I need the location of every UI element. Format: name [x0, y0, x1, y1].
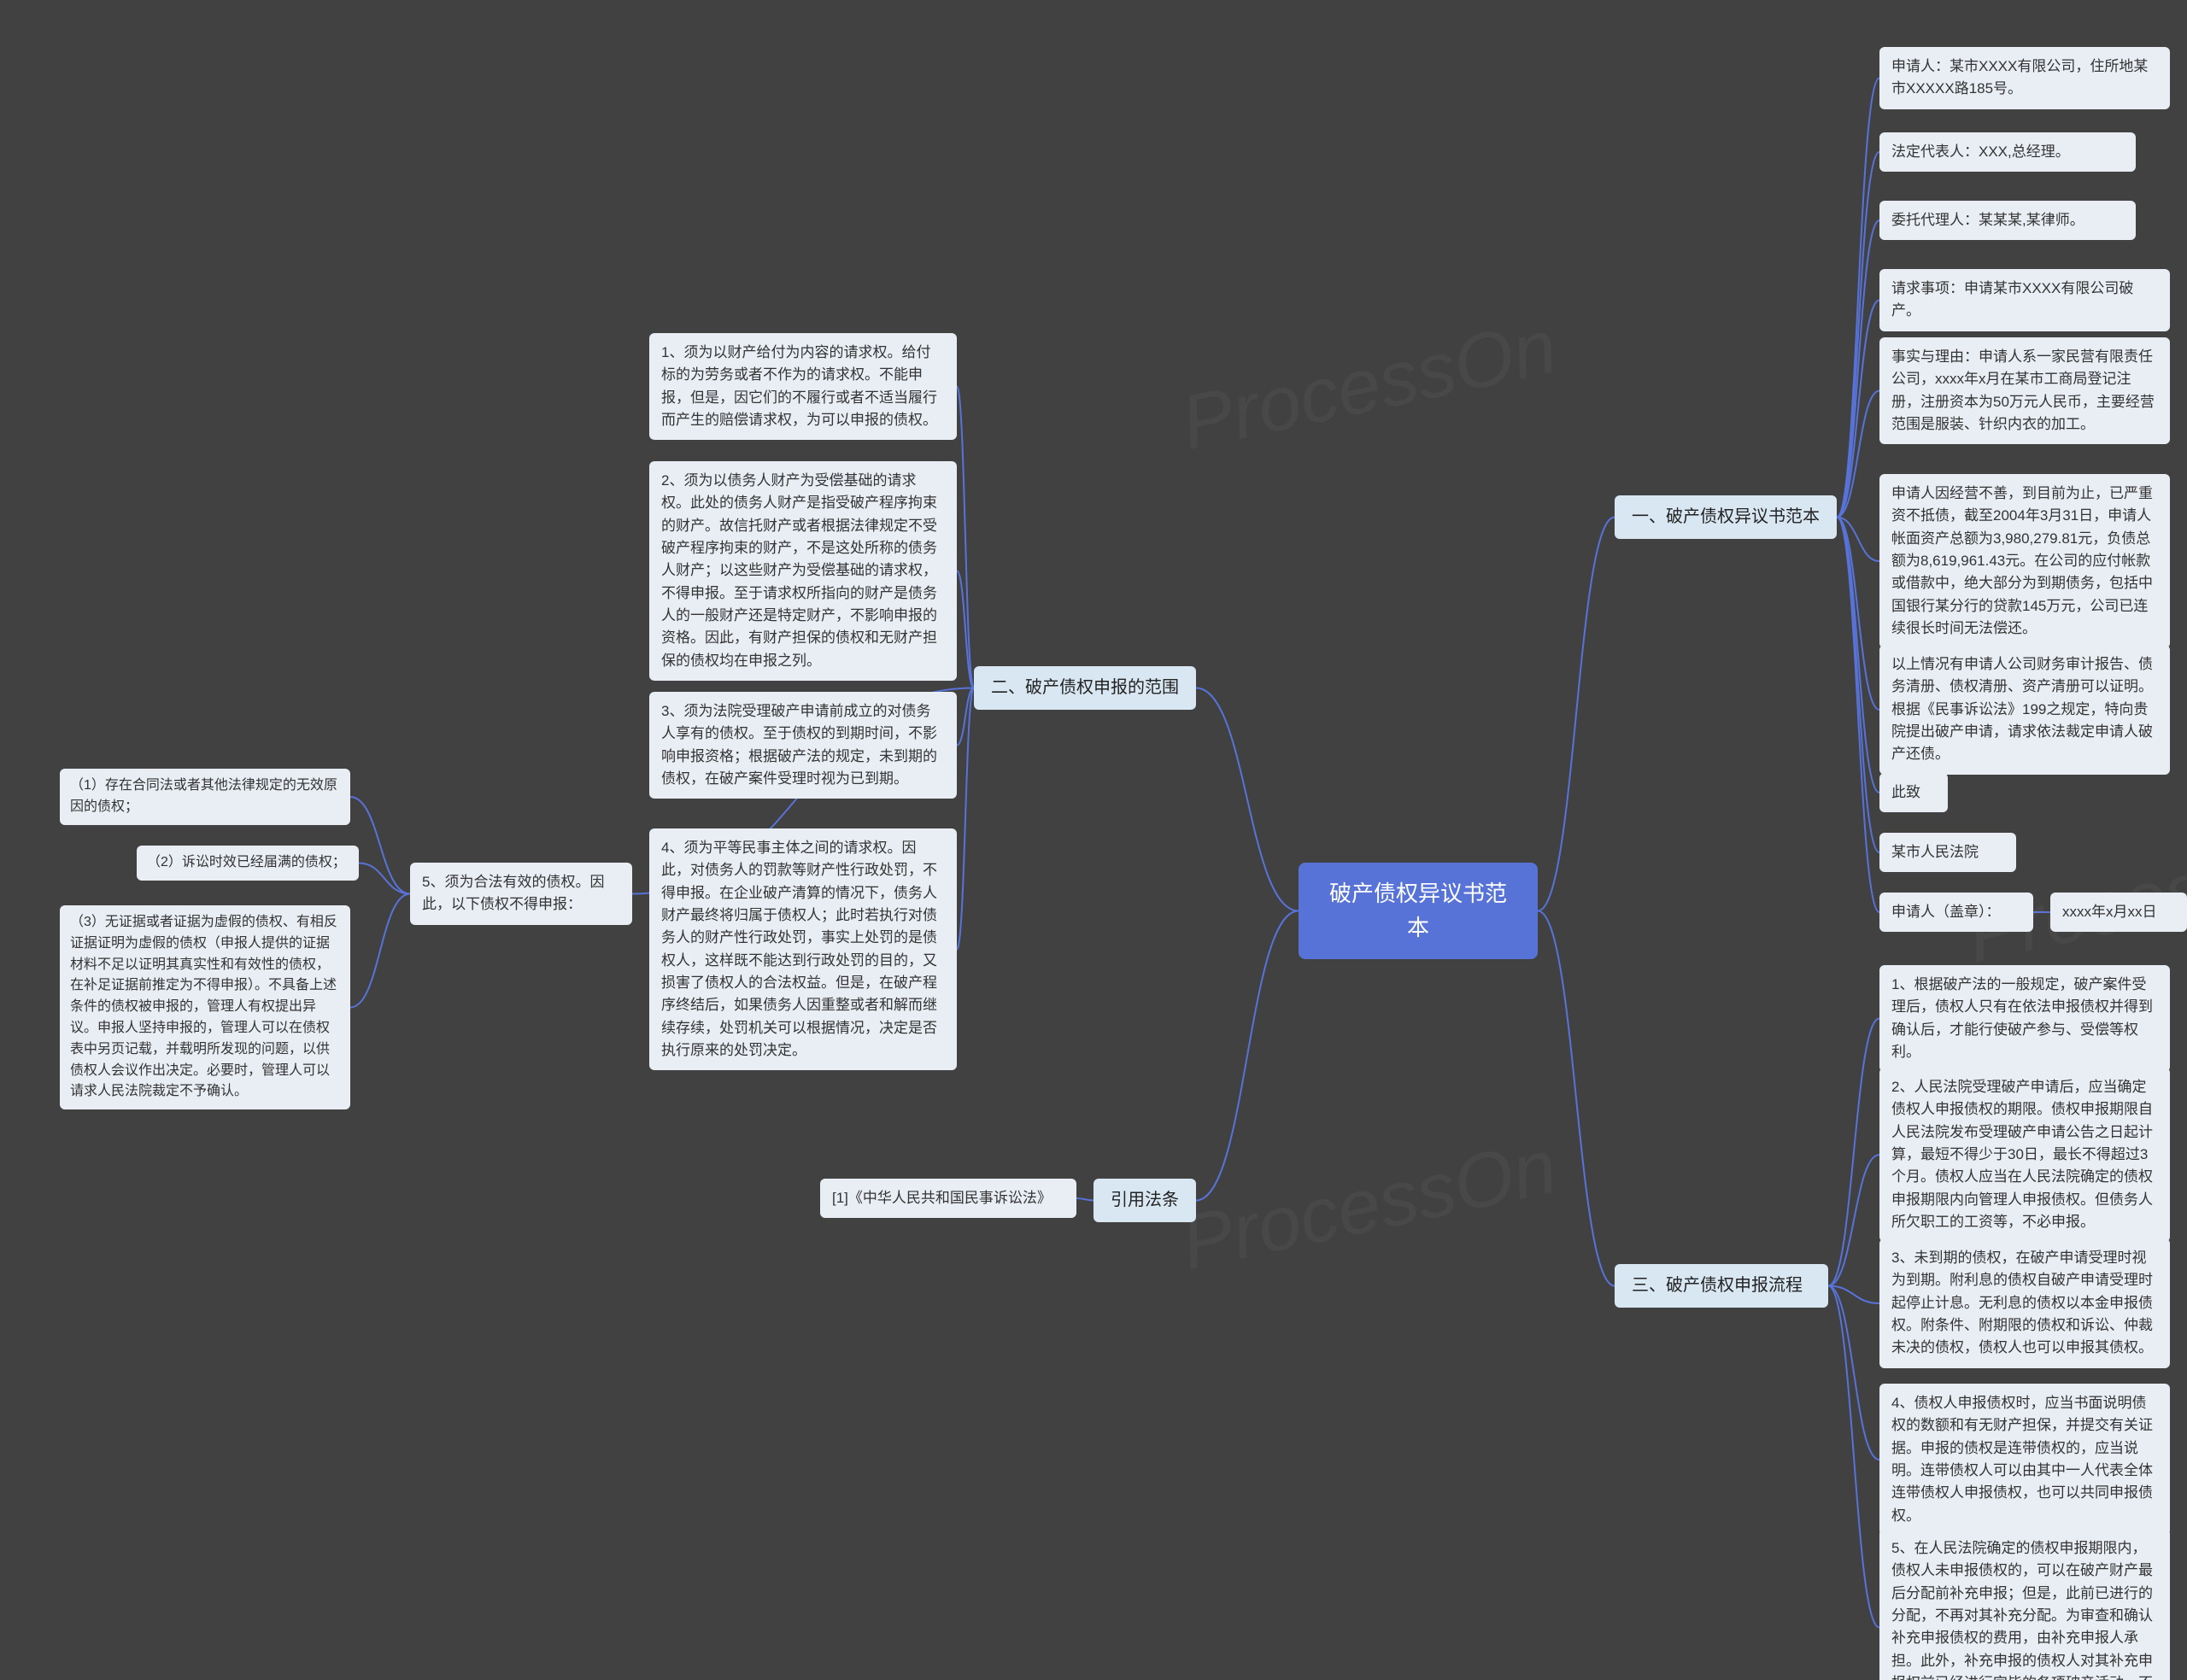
leaf-proc-1[interactable]: 1、根据破产法的一般规定，破产案件受理后，债权人只有在依法申报债权并得到确认后，… — [1879, 965, 2170, 1072]
leaf-proc-4[interactable]: 4、债权人申报债权时，应当书面说明债权的数额和有无财产担保，并提交有关证据。申报… — [1879, 1384, 2170, 1536]
leaf-applicant[interactable]: 申请人：某市XXXX有限公司，住所地某市XXXXX路185号。 — [1879, 47, 2170, 109]
leaf-facts[interactable]: 事实与理由：申请人系一家民营有限责任公司，xxxx年x月在某市工商局登记注册，注… — [1879, 337, 2170, 444]
leaf-citation-1[interactable]: [1]《中华人民共和国民事诉讼法》 — [820, 1179, 1076, 1218]
leaf-scope-4[interactable]: 4、须为平等民事主体之间的请求权。因此，对债务人的罚款等财产性行政处罚，不得申报… — [649, 828, 957, 1070]
branch-section-3[interactable]: 三、破产债权申报流程 — [1615, 1264, 1828, 1308]
leaf-scope-2[interactable]: 2、须为以债务人财产为受偿基础的请求权。此处的债务人财产是指受破产程序拘束的财产… — [649, 461, 957, 681]
leaf-financials[interactable]: 申请人因经营不善，到目前为止，已严重资不抵债，截至2004年3月31日，申请人帐… — [1879, 474, 2170, 648]
watermark: ProcessOn — [1174, 303, 1564, 468]
leaf-scope-5-2[interactable]: （2）诉讼时效已经届满的债权； — [137, 846, 359, 881]
leaf-proc-2[interactable]: 2、人民法院受理破产申请后，应当确定债权人申报债权的期限。债权申报期限自人民法院… — [1879, 1068, 2170, 1242]
leaf-proc-5[interactable]: 5、在人民法院确定的债权申报期限内，债权人未申报债权的，可以在破产财产最后分配前… — [1879, 1529, 2170, 1680]
mindmap-root[interactable]: 破产债权异议书范本 — [1299, 863, 1538, 959]
leaf-scope-5-1[interactable]: （1）存在合同法或者其他法律规定的无效原因的债权； — [60, 769, 350, 825]
leaf-scope-3[interactable]: 3、须为法院受理破产申请前成立的对债务人享有的债权。至于债权的到期时间，不影响申… — [649, 692, 957, 799]
leaf-closing[interactable]: 此致 — [1879, 773, 1948, 812]
branch-section-2[interactable]: 二、破产债权申报的范围 — [974, 666, 1196, 710]
leaf-scope-5[interactable]: 5、须为合法有效的债权。因此，以下债权不得申报： — [410, 863, 632, 925]
leaf-court[interactable]: 某市人民法院 — [1879, 833, 2016, 872]
connector-layer — [0, 0, 2187, 1680]
leaf-agent[interactable]: 委托代理人：某某某,某律师。 — [1879, 201, 2136, 240]
leaf-scope-1[interactable]: 1、须为以财产给付为内容的请求权。给付标的为劳务或者不作为的请求权。不能申报，但… — [649, 333, 957, 440]
branch-section-1[interactable]: 一、破产债权异议书范本 — [1615, 495, 1837, 539]
leaf-evidence[interactable]: 以上情况有申请人公司财务审计报告、债务清册、债权清册、资产清册可以证明。根据《民… — [1879, 645, 2170, 775]
leaf-seal[interactable]: 申请人（盖章）： — [1879, 893, 2033, 932]
leaf-date[interactable]: xxxx年x月xx日 — [2050, 893, 2187, 932]
watermark: ProcessOn — [1174, 1123, 1564, 1288]
leaf-scope-5-3[interactable]: （3）无证据或者证据为虚假的债权、有相反证据证明为虚假的债权（申报人提供的证据材… — [60, 905, 350, 1109]
leaf-request[interactable]: 请求事项：申请某市XXXX有限公司破产。 — [1879, 269, 2170, 331]
leaf-proc-3[interactable]: 3、未到期的债权，在破产申请受理时视为到期。附利息的债权自破产申请受理时起停止计… — [1879, 1238, 2170, 1368]
leaf-legal-rep[interactable]: 法定代表人：XXX,总经理。 — [1879, 132, 2136, 172]
branch-citation[interactable]: 引用法条 — [1094, 1179, 1196, 1222]
